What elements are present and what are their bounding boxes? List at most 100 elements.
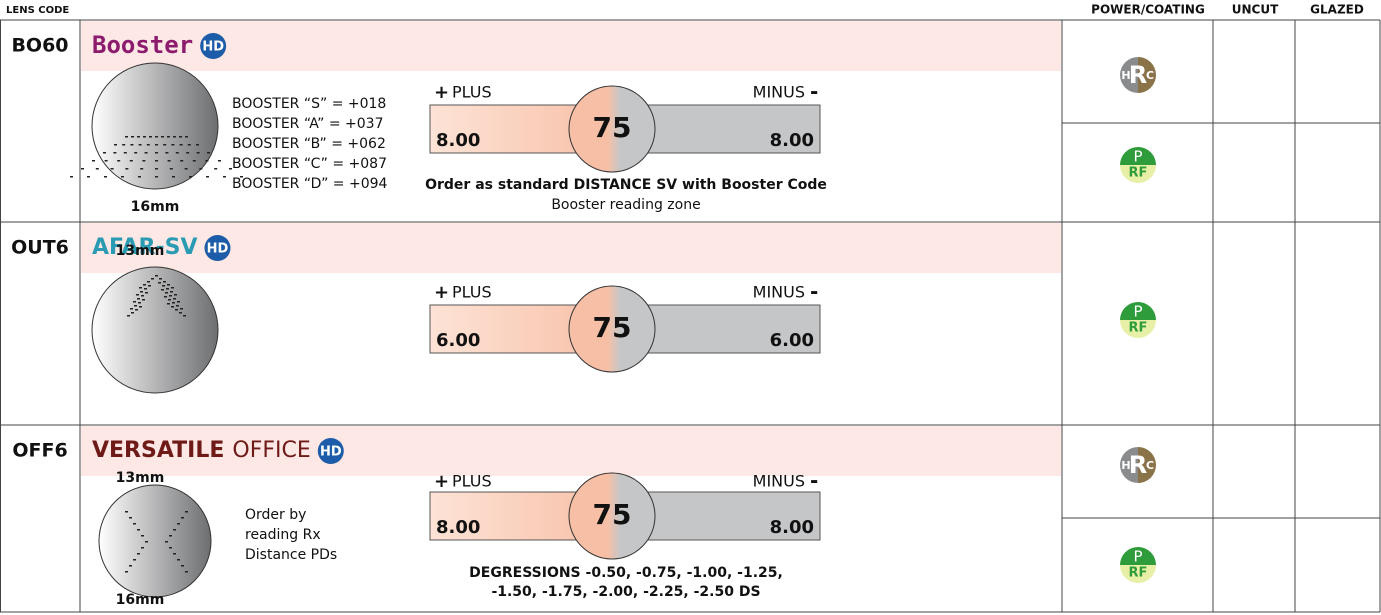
lens bbox=[91, 62, 219, 190]
lens-dot bbox=[177, 559, 180, 561]
lens-dot bbox=[167, 303, 170, 305]
text: R bbox=[1129, 61, 1147, 89]
lens bbox=[98, 484, 212, 598]
lens-dot bbox=[145, 292, 148, 294]
lens-dot bbox=[140, 168, 144, 170]
text: OUT6 bbox=[11, 237, 69, 259]
lens-dot bbox=[186, 152, 190, 154]
text: H bbox=[1121, 459, 1130, 472]
lens-dot bbox=[137, 298, 140, 300]
text: PLUS bbox=[452, 83, 492, 102]
text: 8.00 bbox=[436, 130, 480, 151]
lens-dot bbox=[169, 547, 172, 549]
text: Booster reading zone bbox=[551, 197, 700, 213]
lens-dot bbox=[155, 168, 158, 170]
text: OFFICE bbox=[232, 438, 310, 463]
lens-dot bbox=[129, 160, 133, 162]
badge-top bbox=[1120, 147, 1156, 165]
text: UNCUT bbox=[1232, 3, 1279, 17]
text: POWER/COATING bbox=[1091, 3, 1205, 17]
text: + bbox=[434, 82, 449, 103]
text: P bbox=[1133, 148, 1142, 166]
text: 6.00 bbox=[436, 330, 480, 351]
lens-dot bbox=[131, 312, 134, 314]
lens-dot bbox=[143, 136, 146, 138]
lens-dot bbox=[155, 275, 158, 277]
lens-dot bbox=[125, 168, 129, 170]
lens-dot bbox=[205, 160, 209, 162]
lens-dot bbox=[95, 168, 99, 170]
text: 8.00 bbox=[770, 130, 814, 151]
lens-dot bbox=[167, 284, 170, 286]
lens-dot bbox=[207, 152, 210, 154]
badge-right bbox=[1138, 447, 1156, 483]
badge-bottom bbox=[1120, 565, 1156, 583]
lens-dot bbox=[170, 291, 173, 293]
lens-dot bbox=[183, 315, 186, 317]
text: PLUS bbox=[452, 472, 492, 491]
lens-dot bbox=[161, 289, 164, 291]
header-bar bbox=[81, 21, 1061, 71]
badge-top bbox=[1120, 547, 1156, 565]
lens-dot bbox=[121, 176, 124, 178]
text: - bbox=[810, 469, 818, 493]
lens-dot bbox=[164, 296, 167, 298]
lens bbox=[91, 266, 219, 394]
text: P bbox=[1133, 548, 1142, 566]
lens-dot bbox=[165, 292, 168, 294]
lens-dot bbox=[127, 315, 130, 317]
text: 13mm bbox=[116, 470, 165, 486]
text: BO60 bbox=[11, 35, 68, 57]
text: + bbox=[434, 471, 449, 492]
text: C bbox=[1146, 459, 1154, 472]
center-circle bbox=[568, 85, 656, 173]
text: RF bbox=[1129, 166, 1148, 181]
lens-dot bbox=[180, 160, 184, 162]
lens-dot bbox=[185, 511, 188, 513]
lens-dot bbox=[92, 160, 95, 162]
text: MINUS bbox=[753, 83, 805, 102]
text: P bbox=[1133, 303, 1142, 321]
lens-dot bbox=[130, 308, 133, 310]
lens-dot bbox=[141, 547, 144, 549]
text: GLAZED bbox=[1310, 3, 1364, 17]
lens-dot bbox=[144, 288, 147, 290]
text: 16mm bbox=[131, 199, 180, 215]
lens-dot bbox=[180, 308, 183, 310]
lens-dot bbox=[185, 571, 188, 573]
lens-dot bbox=[173, 298, 176, 300]
lens-dot bbox=[189, 176, 192, 178]
lens-dot bbox=[113, 152, 117, 154]
lens-dot bbox=[138, 302, 141, 304]
lens-dot bbox=[177, 523, 180, 525]
lens-dot bbox=[218, 160, 221, 162]
lens-dot bbox=[155, 136, 158, 138]
lens-dot bbox=[173, 529, 176, 531]
lens-dot bbox=[122, 144, 126, 146]
lens-dot bbox=[181, 517, 184, 519]
lens-dot bbox=[163, 281, 166, 283]
text: Order by bbox=[245, 507, 306, 523]
text: 75 bbox=[593, 111, 632, 144]
lens-dot bbox=[168, 299, 171, 301]
badge-left bbox=[1120, 447, 1138, 483]
lens-dot bbox=[125, 511, 128, 513]
lens-dot bbox=[175, 152, 179, 154]
lens-dot bbox=[171, 287, 174, 289]
lens-dot bbox=[171, 306, 174, 308]
lens-dot bbox=[70, 176, 73, 178]
lens-dot bbox=[173, 553, 176, 555]
lens-dot bbox=[137, 529, 140, 531]
lens-dot bbox=[199, 168, 203, 170]
lens-dot bbox=[133, 523, 136, 525]
lens-dot bbox=[133, 301, 136, 303]
lens-dot bbox=[223, 176, 226, 178]
lens-dot bbox=[117, 160, 121, 162]
header-bar bbox=[81, 426, 1061, 476]
lens-dot bbox=[141, 295, 144, 297]
lens-dot bbox=[181, 565, 184, 567]
text: -1.50, -1.75, -2.00, -2.25, -2.50 DS bbox=[491, 584, 760, 600]
text: DEGRESSIONS -0.50, -0.75, -1.00, -1.25, bbox=[469, 565, 783, 581]
text: + bbox=[434, 282, 449, 303]
